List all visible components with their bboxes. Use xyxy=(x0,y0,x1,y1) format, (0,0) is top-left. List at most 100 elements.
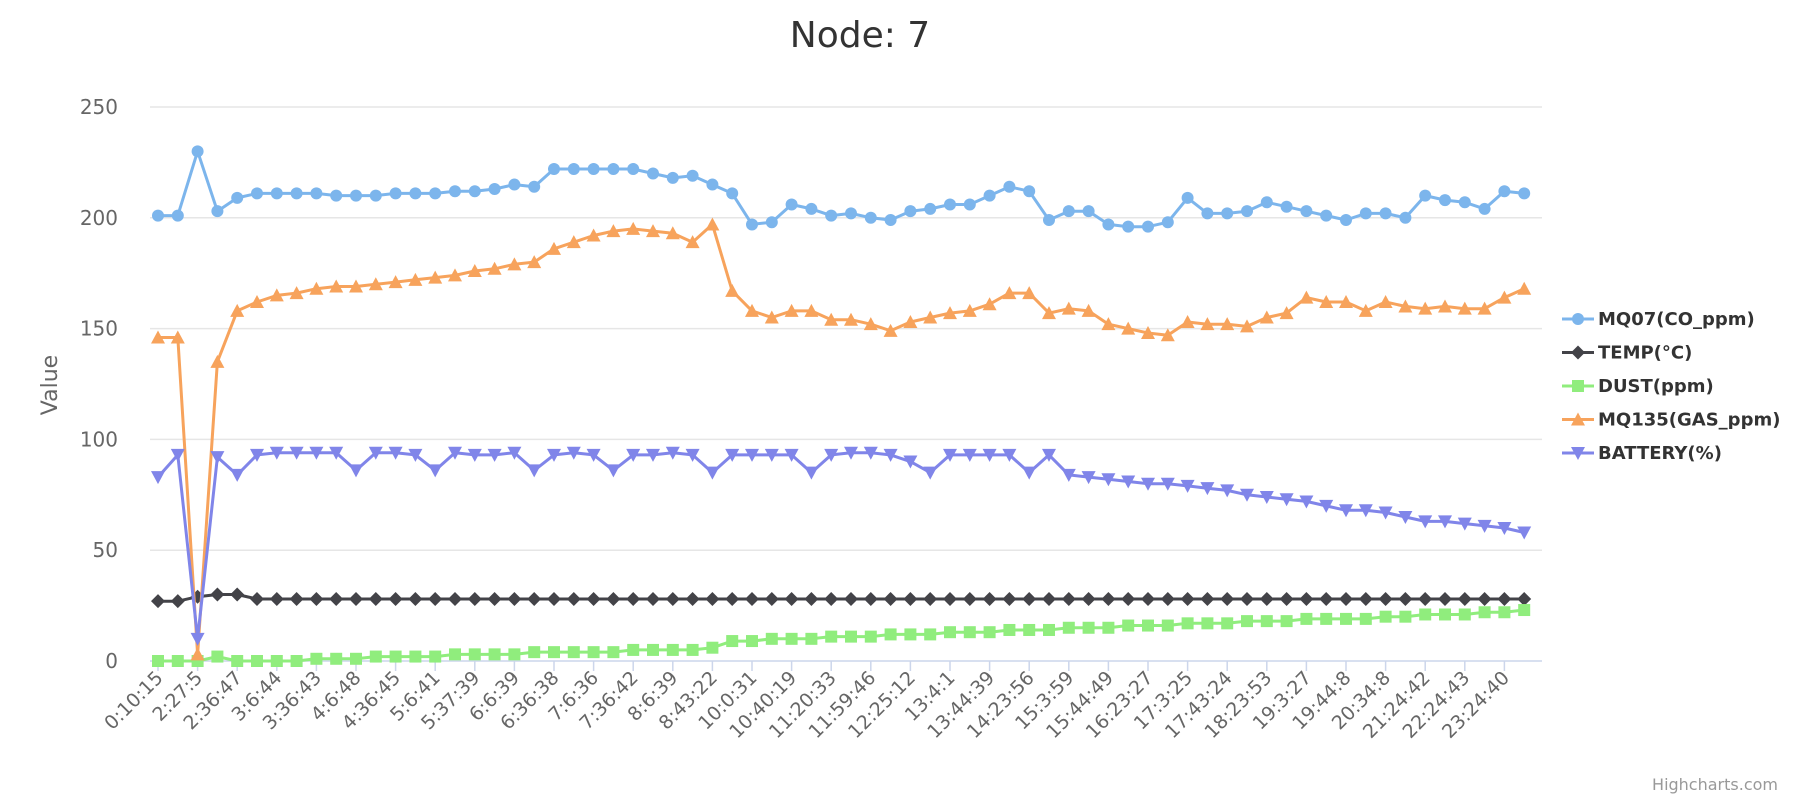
data-point xyxy=(269,288,284,302)
data-point xyxy=(725,591,740,606)
data-point xyxy=(785,632,798,645)
series-3 xyxy=(151,217,1532,661)
data-point xyxy=(1022,466,1037,480)
data-point xyxy=(547,591,561,606)
data-point xyxy=(289,446,304,460)
data-point xyxy=(1121,591,1136,606)
data-point xyxy=(527,464,542,478)
data-point xyxy=(448,446,462,460)
data-point xyxy=(883,323,898,337)
legend-item[interactable]: MQ135(GAS_ppm) xyxy=(1562,410,1780,431)
data-point xyxy=(627,643,640,656)
data-point xyxy=(607,163,620,176)
data-point xyxy=(566,591,581,606)
legend-item[interactable]: DUST(ppm) xyxy=(1562,376,1714,397)
data-point xyxy=(844,446,858,460)
data-point xyxy=(1043,214,1055,227)
data-point xyxy=(646,224,660,238)
data-point xyxy=(251,655,263,667)
data-point xyxy=(388,591,403,606)
data-point xyxy=(1101,317,1116,331)
data-point xyxy=(607,646,620,659)
data-point xyxy=(626,591,641,606)
data-point xyxy=(1279,591,1294,606)
data-point xyxy=(1379,610,1392,623)
legend-item[interactable]: TEMP(°C) xyxy=(1562,343,1692,364)
legend-label: TEMP(°C) xyxy=(1598,343,1692,364)
data-point xyxy=(1517,526,1532,540)
data-point xyxy=(1477,301,1492,315)
data-point xyxy=(1141,477,1155,491)
data-point xyxy=(270,187,283,200)
data-point xyxy=(665,446,680,460)
legend-symbol-marker xyxy=(1571,345,1585,360)
data-point xyxy=(290,187,303,200)
data-point xyxy=(1457,591,1472,606)
data-point xyxy=(1339,295,1353,309)
y-tick-label: 50 xyxy=(93,538,118,562)
data-point xyxy=(924,628,937,641)
data-point xyxy=(804,591,819,606)
data-point xyxy=(845,630,857,643)
data-point xyxy=(726,187,739,200)
data-point xyxy=(705,217,720,231)
data-point xyxy=(329,591,344,606)
data-point xyxy=(863,446,878,460)
data-point xyxy=(567,163,580,176)
data-point xyxy=(1121,321,1136,335)
y-tick-label: 0 xyxy=(105,649,118,673)
data-point xyxy=(586,228,601,242)
data-point xyxy=(765,632,778,645)
data-point xyxy=(665,226,680,240)
series-0 xyxy=(152,145,1531,233)
data-point xyxy=(1160,591,1175,606)
data-point xyxy=(527,591,542,606)
data-point xyxy=(1259,310,1274,324)
data-point xyxy=(508,648,521,661)
data-point xyxy=(210,354,225,368)
legend-label: BATTERY(%) xyxy=(1598,443,1722,464)
data-point xyxy=(1498,185,1511,198)
data-point xyxy=(191,145,204,158)
data-point xyxy=(566,235,581,249)
data-point xyxy=(647,643,659,656)
data-point xyxy=(923,591,938,606)
data-point xyxy=(231,655,244,667)
data-point xyxy=(725,448,740,462)
data-point xyxy=(547,241,561,255)
data-point xyxy=(962,303,977,317)
data-point xyxy=(1180,591,1195,606)
data-point xyxy=(923,310,938,324)
data-point xyxy=(883,448,898,462)
data-point xyxy=(211,205,224,218)
data-point xyxy=(1240,319,1254,333)
data-point xyxy=(1458,608,1471,621)
data-point xyxy=(784,591,799,606)
data-point xyxy=(1241,205,1253,218)
data-point xyxy=(309,281,324,295)
data-point xyxy=(1419,608,1432,621)
data-point xyxy=(1042,591,1056,606)
data-point xyxy=(1418,301,1433,315)
data-point xyxy=(764,448,779,462)
data-point xyxy=(1518,604,1531,617)
data-point xyxy=(1497,591,1512,606)
data-point xyxy=(210,451,225,465)
legend-item[interactable]: MQ07(CO_ppm) xyxy=(1562,309,1755,330)
data-point xyxy=(310,187,323,200)
data-point xyxy=(804,303,819,317)
data-point xyxy=(903,314,918,328)
y-axis-tick-labels: 0 50 100 150 200 250 xyxy=(80,95,118,673)
data-point xyxy=(1439,608,1451,621)
data-point xyxy=(606,464,621,478)
legend-item[interactable]: BATTERY(%) xyxy=(1562,443,1722,464)
chart-title: Node: 7 xyxy=(790,15,930,56)
credits-link[interactable]: Highcharts.com xyxy=(1652,775,1778,794)
data-point xyxy=(626,448,641,462)
data-point xyxy=(706,178,719,191)
data-point xyxy=(1141,326,1155,340)
data-point xyxy=(824,312,839,326)
data-point xyxy=(1299,591,1314,606)
data-point xyxy=(151,330,165,344)
data-point xyxy=(784,303,799,317)
